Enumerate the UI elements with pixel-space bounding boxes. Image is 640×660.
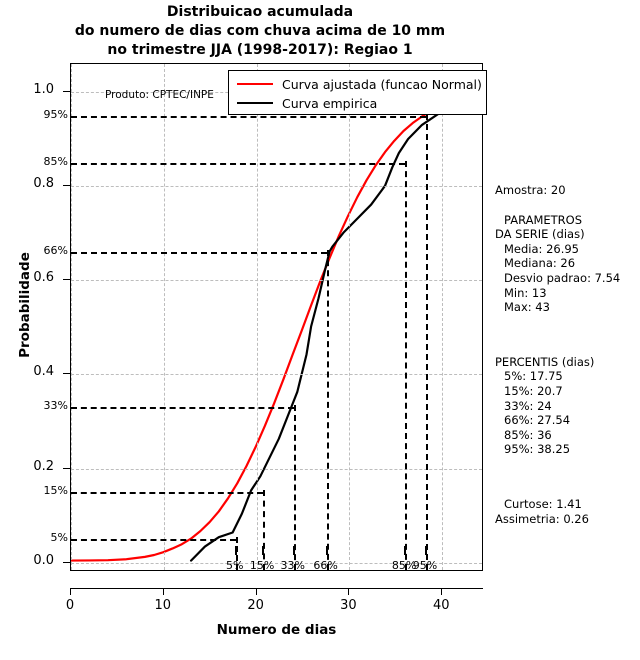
percentile-line-horizontal — [71, 252, 327, 255]
stat-assimetria: Assimetria: 0.26 — [495, 511, 589, 526]
stat-percentis-header: PERCENTIS (dias) — [495, 354, 595, 369]
x-axis-line — [70, 588, 483, 589]
x-percentile-tick — [234, 546, 237, 555]
y-axis-tick-label: 0.0 — [33, 552, 54, 568]
x-percentile-label: 5% — [226, 559, 244, 572]
x-axis-tick-label: 0 — [65, 598, 75, 613]
stat-mediana: Mediana: 26 — [504, 256, 576, 271]
stat-media: Media: 26.95 — [504, 241, 579, 256]
y-axis-title: Probabilidade — [17, 252, 33, 358]
percentile-line-vertical — [425, 113, 428, 570]
x-percentile-label: 85% — [391, 559, 417, 572]
gridline-horizontal — [71, 468, 482, 470]
x-axis-tick-mark — [255, 588, 257, 595]
y-axis-tick-label: 1.0 — [33, 82, 54, 98]
y-axis-tick-mark — [63, 279, 70, 281]
gridline-vertical — [349, 64, 351, 570]
legend-swatch-empirical — [237, 102, 273, 104]
stat-p15: 15%: 20.7 — [504, 383, 563, 398]
x-percentile-tick — [292, 546, 295, 555]
stat-p66: 66%: 27.54 — [504, 413, 571, 428]
percentile-line-horizontal — [71, 492, 264, 495]
y-axis-tick-label: 0.4 — [33, 364, 54, 380]
x-percentile-label: 33% — [280, 559, 305, 572]
gridline-horizontal — [71, 562, 482, 564]
y-axis-tick-mark — [63, 373, 70, 375]
percentile-line-vertical — [235, 537, 238, 570]
legend-swatch-fitted — [237, 83, 273, 85]
series-line — [71, 97, 470, 562]
percentile-line-horizontal — [71, 539, 236, 542]
percentile-line-vertical — [263, 490, 266, 570]
y-percentile-label: 66% — [43, 244, 68, 258]
legend-label-empirical: Curva empirica — [282, 95, 378, 111]
x-axis-tick-mark — [70, 588, 71, 595]
stat-parametros-header-1: PARAMETROS — [504, 212, 583, 227]
chart-legend: Curva ajustada (funcao Normal) Curva emp… — [228, 70, 487, 115]
gridline-horizontal — [71, 186, 482, 188]
percentile-line-vertical — [293, 405, 296, 570]
percentile-line-vertical — [405, 160, 408, 570]
gridline-horizontal — [71, 374, 482, 376]
stat-p95: 95%: 38.25 — [504, 442, 571, 457]
chart-title: Distribuicao acumulada do numero de dias… — [0, 3, 520, 60]
percentile-line-horizontal — [71, 407, 294, 410]
produto-label: Produto: CPTEC/INPE — [105, 89, 214, 101]
gridline-vertical — [71, 64, 72, 570]
x-axis-tick-label: 40 — [432, 598, 450, 613]
gridline-horizontal — [71, 280, 482, 282]
stat-p85: 85%: 36 — [504, 427, 552, 442]
gridline-vertical — [256, 64, 258, 570]
statistics-panel: Amostra: 20 PARAMETROS DA SERIE (dias) M… — [495, 183, 640, 526]
stat-min: Min: 13 — [504, 285, 547, 300]
percentile-line-vertical — [326, 250, 329, 570]
legend-item-empirical: Curva empirica — [237, 94, 377, 112]
x-axis-title: Numero de dias — [216, 622, 337, 638]
legend-item-fitted: Curva ajustada (funcao Normal) — [237, 75, 482, 93]
stat-parametros-header-2: DA SERIE (dias) — [495, 227, 585, 242]
y-axis-tick-label: 0.2 — [33, 458, 54, 474]
y-axis-tick-mark — [63, 91, 70, 93]
chart-title-line-1: Distribuicao acumulada — [166, 4, 354, 20]
x-axis-tick-label: 30 — [340, 598, 357, 613]
x-percentile-tick — [262, 546, 265, 555]
y-axis-tick-mark — [63, 561, 70, 563]
y-axis-tick-label: 0.6 — [33, 270, 54, 286]
chart-title-line-2: do numero de dias com chuva acima de 10 … — [74, 23, 446, 39]
x-axis-tick-mark — [162, 588, 164, 595]
x-percentile-label: 95% — [412, 559, 438, 572]
x-percentile-label: 66% — [313, 559, 338, 572]
stat-max: Max: 43 — [504, 300, 550, 315]
y-percentile-label: 33% — [43, 399, 68, 413]
x-percentile-label: 15% — [249, 559, 275, 572]
x-axis-tick-mark — [441, 588, 443, 595]
gridline-vertical — [163, 64, 165, 570]
y-axis-tick-label: 0.8 — [33, 176, 54, 192]
y-percentile-label: 95% — [43, 107, 68, 121]
stat-curtose: Curtose: 1.41 — [504, 496, 582, 511]
x-percentile-tick — [404, 546, 407, 555]
curve-canvas — [71, 91, 470, 562]
percentile-line-horizontal — [71, 115, 426, 118]
chart-title-line-3: no trimestre JJA (1998-2017): Regiao 1 — [107, 42, 413, 58]
y-axis-tick-mark — [63, 467, 70, 469]
x-percentile-tick — [325, 546, 328, 555]
legend-label-fitted: Curva ajustada (funcao Normal) — [282, 76, 482, 92]
x-axis-tick-label: 10 — [154, 598, 172, 613]
percentile-line-horizontal — [71, 162, 406, 165]
y-percentile-label: 15% — [43, 484, 68, 498]
stat-amostra: Amostra: 20 — [495, 183, 566, 197]
gridline-vertical — [442, 64, 444, 570]
stat-p33: 33%: 24 — [504, 398, 552, 413]
plot-area — [70, 63, 483, 571]
y-percentile-label: 85% — [43, 154, 68, 168]
stat-p5: 5%: 17.75 — [504, 369, 563, 384]
stat-desvio-padrao: Desvio padrao: 7.54 — [504, 270, 621, 285]
series-line — [189, 91, 470, 562]
y-percentile-label: 5% — [50, 531, 68, 545]
y-axis-tick-mark — [63, 185, 70, 187]
x-axis-tick-mark — [348, 588, 350, 595]
x-axis-tick-label: 20 — [247, 598, 264, 613]
x-percentile-tick — [424, 546, 427, 555]
